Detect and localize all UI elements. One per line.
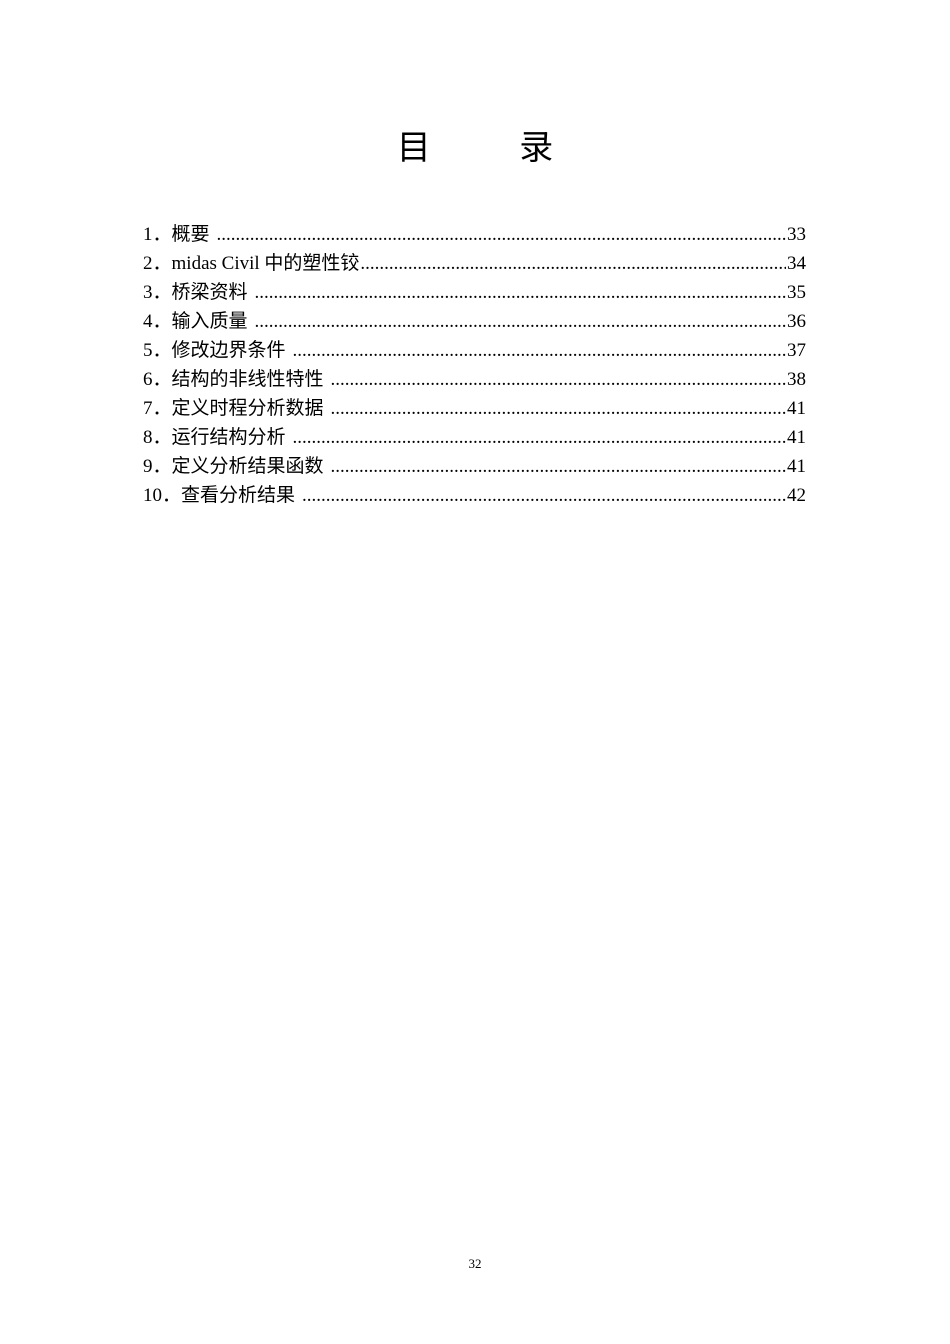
toc-entry-label: 修改边界条件 [171,340,286,361]
toc-entry-label: 查看分析结果 [181,485,296,506]
toc-entry-number: 7． [143,398,172,419]
toc-dot-leader [360,249,786,278]
toc-entry[interactable]: 8．运行结构分析 41 [143,423,806,452]
toc-entry-page: 35 [787,282,806,303]
toc-entry-number: 2． [143,253,172,274]
toc-dot-leader [255,278,786,307]
toc-entry-page: 41 [787,456,806,477]
toc-entry-page: 38 [787,369,806,390]
title-char-2: 录 [519,130,554,167]
toc-entry-page: 36 [787,311,806,332]
toc-entry[interactable]: 1．概要 33 [143,220,806,249]
toc-dot-leader [293,423,786,452]
toc-entry-number: 9． [143,456,172,477]
toc-dot-leader [293,336,786,365]
toc-entry-page: 37 [787,340,806,361]
toc-entry-number: 6． [143,369,172,390]
table-of-contents: 1．概要 33 2．midas Civil 中的塑性铰 34 3．桥梁资料 35 4．输入质… [143,220,806,510]
toc-entry[interactable]: 6．结构的非线性特性 38 [143,365,806,394]
toc-entry[interactable]: 2．midas Civil 中的塑性铰 34 [143,249,806,278]
toc-entry-page: 42 [787,485,806,506]
toc-entry-label: 结构的非线性特性 [171,369,324,390]
toc-entry-page: 34 [787,253,806,274]
toc-entry-label: 运行结构分析 [171,427,286,448]
toc-entry-label: 输入质量 [171,311,248,332]
toc-entry-label: midas Civil 中的塑性铰 [171,253,360,274]
toc-entry[interactable]: 7．定义时程分析数据 41 [143,394,806,423]
toc-entry-number: 5． [143,340,172,361]
toc-entry-number: 10． [143,485,182,506]
toc-entry-label: 桥梁资料 [171,282,248,303]
toc-dot-leader [331,452,786,481]
toc-entry[interactable]: 3．桥梁资料 35 [143,278,806,307]
page-number: 32 [468,1256,482,1271]
toc-entry-page: 41 [787,398,806,419]
page-title: 目 录 [0,120,950,169]
toc-entry-label: 定义时程分析数据 [171,398,324,419]
toc-entry-number: 3． [143,282,172,303]
toc-entry-label: 定义分析结果函数 [171,456,324,477]
toc-entry[interactable]: 9．定义分析结果函数 41 [143,452,806,481]
toc-entry-number: 1． [143,224,172,245]
toc-entry-number: 4． [143,311,172,332]
toc-dot-leader [302,481,786,510]
toc-dot-leader [331,365,786,394]
toc-entry-label: 概要 [171,224,210,245]
toc-entry-page: 41 [787,427,806,448]
toc-entry[interactable]: 5．修改边界条件 37 [143,336,806,365]
toc-dot-leader [255,307,786,336]
toc-entry-number: 8． [143,427,172,448]
toc-entry[interactable]: 10．查看分析结果 42 [143,481,806,510]
title-char-1: 目 [396,130,431,167]
toc-dot-leader [217,220,786,249]
toc-entry-page: 33 [787,224,806,245]
toc-dot-leader [331,394,786,423]
toc-entry[interactable]: 4．输入质量 36 [143,307,806,336]
